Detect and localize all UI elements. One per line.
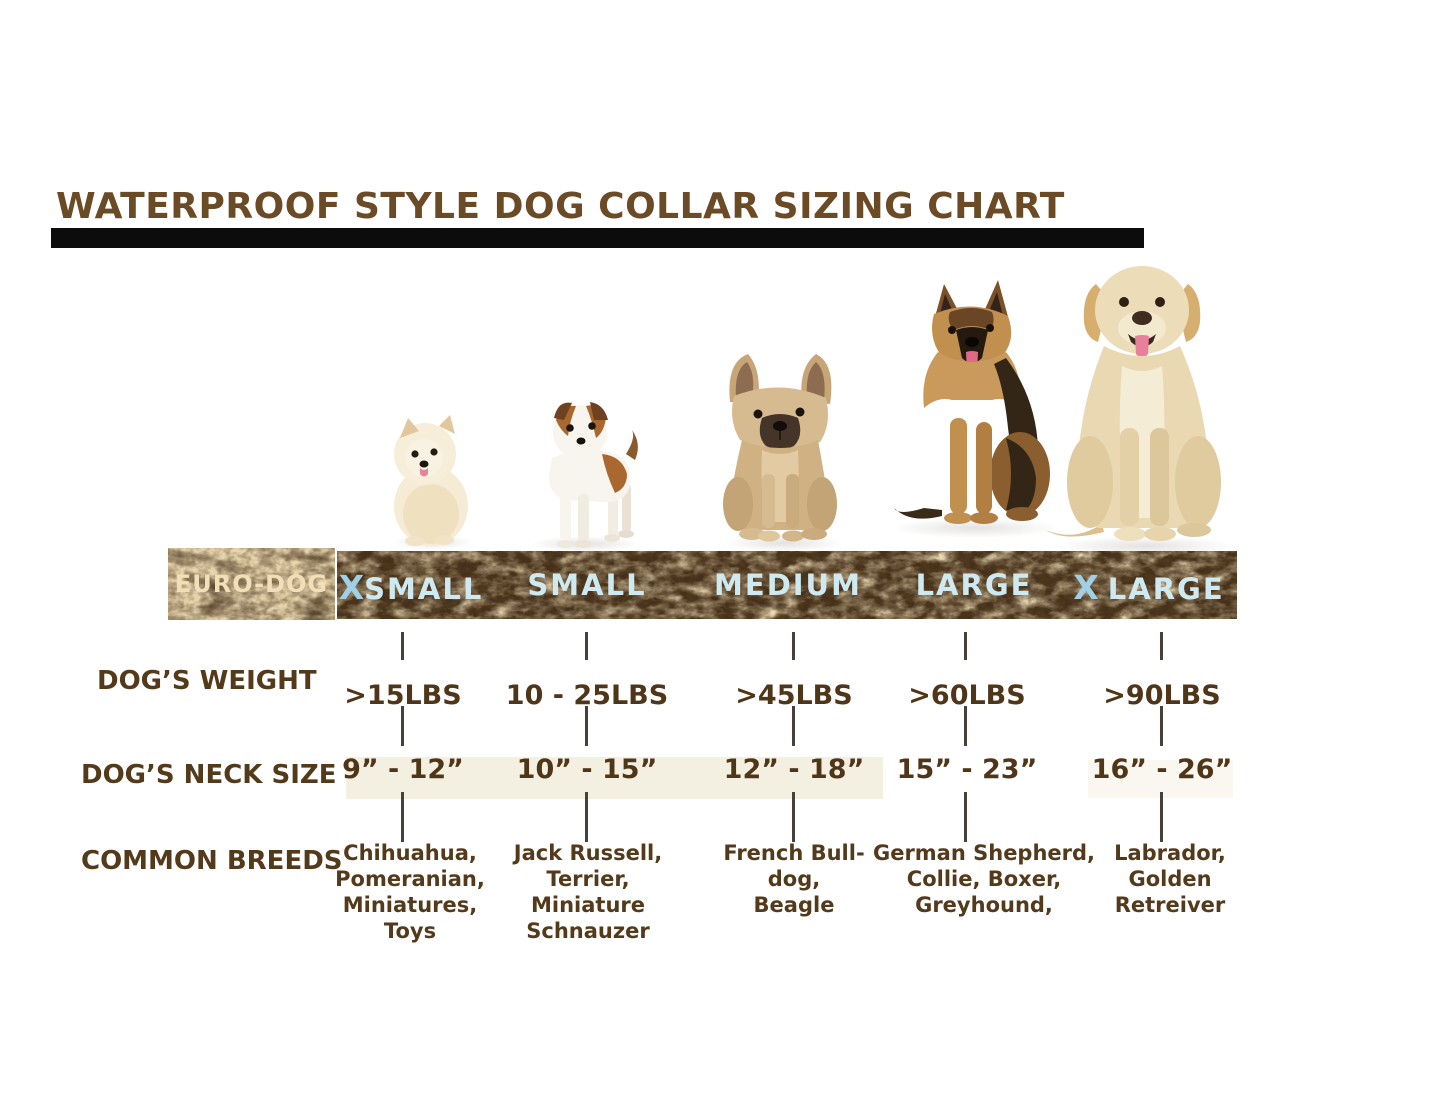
column-tick <box>792 632 795 660</box>
size-name: MEDIUM <box>714 568 862 602</box>
breed-line: Schnauzer <box>526 919 650 943</box>
brand-label: EURO-DOG <box>174 570 329 598</box>
labrador-retriever-image <box>1046 266 1221 541</box>
german-shepherd-image <box>894 280 1050 524</box>
breeds-list: Jack Russell, Terrier, Miniature Schnauz… <box>468 840 708 944</box>
column-tick <box>401 706 404 746</box>
breeds-list: German Shepherd, Collie, Boxer, Greyhoun… <box>864 840 1104 918</box>
breed-line: Chihuahua, <box>343 841 477 865</box>
size-name: SMALL <box>527 568 647 602</box>
column-tick <box>792 792 795 842</box>
size-x-prefix: X <box>1073 568 1099 607</box>
breed-line: Collie, Boxer, <box>906 867 1062 891</box>
column-tick <box>585 792 588 842</box>
breed-line: Beagle <box>753 893 835 917</box>
breed-line: Greyhound, <box>915 893 1053 917</box>
weight-row-label: DOG’S WEIGHT <box>97 666 317 696</box>
column-tick <box>792 706 795 746</box>
neck-row-highlight-band <box>1088 760 1233 798</box>
size-label-xlarge: X LARGE <box>1073 568 1224 607</box>
title-underline-bar <box>51 228 1144 248</box>
page-title: WATERPROOF STYLE DOG COLLAR SIZING CHART <box>56 186 1065 227</box>
column-tick <box>585 706 588 746</box>
size-label-xsmall: XSMALL <box>339 568 484 607</box>
column-tick <box>1160 792 1163 842</box>
weight-value: 10 - 25LBS <box>505 680 669 711</box>
column-tick <box>964 632 967 660</box>
size-label-medium: MEDIUM <box>714 568 862 602</box>
breed-line: Toys <box>383 919 437 943</box>
breed-line: Jack Russell, <box>513 841 663 865</box>
breed-line: Retreiver <box>1114 893 1226 917</box>
size-banner <box>337 551 1237 619</box>
breeds-list: Chihuahua, Pomeranian, Miniatures, Toys <box>290 840 530 944</box>
breed-line: Golden <box>1128 867 1212 891</box>
column-tick <box>964 706 967 746</box>
breed-line: German Shepherd, <box>872 841 1096 865</box>
size-name: LARGE <box>915 568 1033 602</box>
neck-size-value: 9” - 12” <box>342 754 464 785</box>
column-tick <box>964 792 967 842</box>
weight-value: >90LBS <box>1103 680 1221 711</box>
french-bulldog-image <box>723 354 837 542</box>
jack-russell-terrier-image <box>548 402 638 548</box>
breed-line: Terrier, <box>546 867 630 891</box>
size-label-large: LARGE <box>916 568 1033 602</box>
breed-line: dog, <box>767 867 821 891</box>
column-tick <box>585 632 588 660</box>
breed-line: French Bull- <box>723 841 865 865</box>
size-label-small: SMALL <box>527 568 646 602</box>
neck-row-label: DOG’S NECK SIZE <box>81 760 337 790</box>
neck-size-value: 15” - 23” <box>896 754 1038 785</box>
neck-size-value: 12” - 18” <box>723 754 865 785</box>
size-name: LARGE <box>1107 572 1225 606</box>
pomeranian-puppy-image <box>394 415 468 546</box>
breeds-list: Labrador, Golden Retreiver <box>1050 840 1290 918</box>
breed-line: Miniatures, <box>342 893 478 917</box>
size-x-prefix: X <box>338 568 365 607</box>
column-tick <box>401 792 404 842</box>
size-name: SMALL <box>364 572 484 606</box>
neck-size-value: 10” - 15” <box>516 754 658 785</box>
weight-value: >45LBS <box>735 680 853 711</box>
column-tick <box>1160 706 1163 746</box>
column-tick <box>1160 632 1163 660</box>
weight-value: >15LBS <box>344 680 462 711</box>
breed-line: Miniature <box>530 893 645 917</box>
weight-value: >60LBS <box>908 680 1026 711</box>
breed-line: Pomeranian, <box>335 867 485 891</box>
breeds-row-label: COMMON BREEDS <box>81 846 343 876</box>
neck-size-value: 16” - 26” <box>1091 754 1233 785</box>
german-shepherd-shadow <box>890 518 1060 538</box>
breed-line: Labrador, <box>1114 841 1226 865</box>
breeds-list: French Bull- dog, Beagle <box>674 840 914 918</box>
brand-banner-block <box>168 548 335 620</box>
column-tick <box>401 632 404 660</box>
